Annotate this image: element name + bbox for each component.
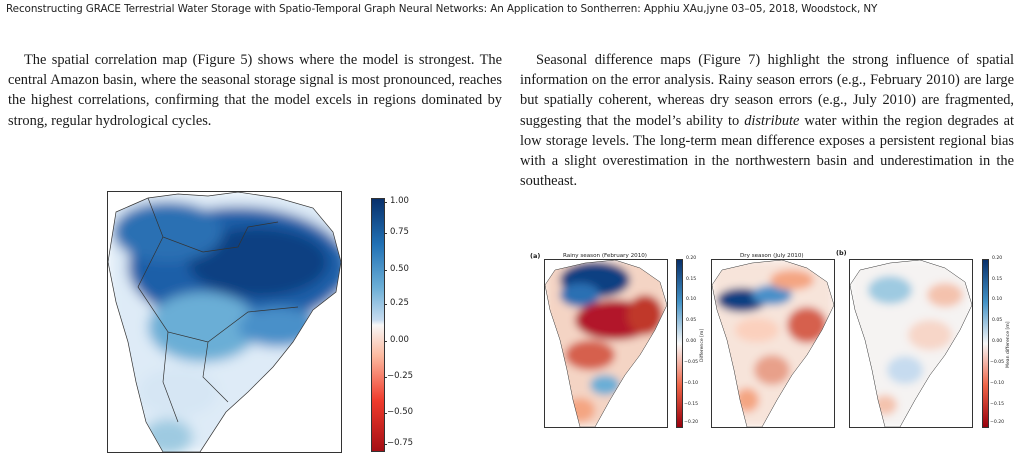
cbar-tick-0-00: 0.00 — [390, 335, 409, 345]
cbar-tick-mark — [384, 413, 387, 414]
cbar-b-tick: −0.15 — [990, 402, 1005, 407]
cbar-b-tick: 0.15 — [992, 277, 1003, 282]
rainy-colorbar — [676, 259, 683, 428]
cbar-b-tick: 0.20 — [992, 256, 1003, 261]
panel-label-a: (a) — [530, 252, 541, 260]
cbar-tick-0-50: 0.50 — [390, 264, 409, 274]
cbar-tick-mark — [384, 341, 387, 342]
cbar-tick-mark — [384, 270, 387, 271]
cbar-a-tick: 0.10 — [686, 297, 697, 302]
cbar-tick-neg-0-75: −0.75 — [387, 438, 414, 448]
mean-map-svg — [850, 260, 972, 427]
cbar-a-tick: 0.15 — [686, 277, 697, 282]
emphasis-text: distribute — [744, 112, 800, 129]
cbar-b-tick: 0.05 — [992, 318, 1003, 323]
mean-difference-map — [849, 259, 973, 428]
dry-map-svg — [712, 260, 834, 427]
dry-season-map — [711, 259, 835, 428]
cbar-b-label: Mean difference [m] — [1006, 321, 1011, 368]
cbar-b-tick: −0.10 — [990, 381, 1005, 386]
paragraph-text: Seasonal difference maps (Figure 7) high… — [520, 52, 1014, 129]
cbar-tick-0-25: 0.25 — [390, 298, 409, 308]
cbar-b-tick: −0.05 — [990, 360, 1005, 365]
running-head: Reconstructing GRACE Terrestrial Water S… — [6, 3, 878, 15]
seasonal-paragraph: Seasonal difference maps (Figure 7) high… — [520, 50, 1014, 191]
cbar-tick-mark — [384, 202, 387, 203]
rainy-map-svg — [545, 260, 667, 427]
cbar-a-tick: 0.00 — [686, 339, 697, 344]
paragraph-text: water within the region degrades at low … — [520, 112, 1014, 190]
cbar-a-tick: −0.20 — [684, 420, 699, 425]
cbar-b-tick: 0.00 — [992, 339, 1003, 344]
cbar-a-label: Difference [m] — [700, 328, 705, 362]
rainy-season-title: Rainy season (February 2010) — [563, 253, 647, 259]
cbar-tick-1-00: 1.00 — [390, 196, 409, 206]
correlation-map-svg — [108, 192, 341, 452]
cbar-tick-neg-0-50: −0.50 — [387, 407, 414, 417]
correlation-map — [107, 191, 342, 453]
cbar-tick-mark — [384, 304, 387, 305]
cbar-a-tick: −0.05 — [684, 360, 699, 365]
left-column: The spatial correlation map (Figure 5) s… — [8, 50, 502, 131]
cbar-tick-neg-0-25: −0.25 — [387, 371, 414, 381]
cbar-tick-mark — [384, 377, 387, 378]
cbar-b-tick: −0.20 — [990, 420, 1005, 425]
cbar-tick-mark — [384, 233, 387, 234]
cbar-a-tick: −0.15 — [684, 402, 699, 407]
right-column: Seasonal difference maps (Figure 7) high… — [520, 50, 1014, 191]
correlation-colorbar — [371, 198, 385, 452]
dry-season-title: Dry season (July 2010) — [740, 253, 804, 259]
correlation-paragraph: The spatial correlation map (Figure 5) s… — [8, 52, 502, 129]
rainy-season-map — [544, 259, 668, 428]
cbar-tick-0-75: 0.75 — [390, 227, 409, 237]
panel-label-b: (b) — [836, 249, 847, 257]
cbar-a-tick: 0.20 — [686, 256, 697, 261]
cbar-tick-mark — [384, 444, 387, 445]
cbar-b-tick: 0.10 — [992, 297, 1003, 302]
cbar-a-tick: 0.05 — [686, 318, 697, 323]
cbar-a-tick: −0.10 — [684, 381, 699, 386]
mean-colorbar — [982, 259, 989, 428]
